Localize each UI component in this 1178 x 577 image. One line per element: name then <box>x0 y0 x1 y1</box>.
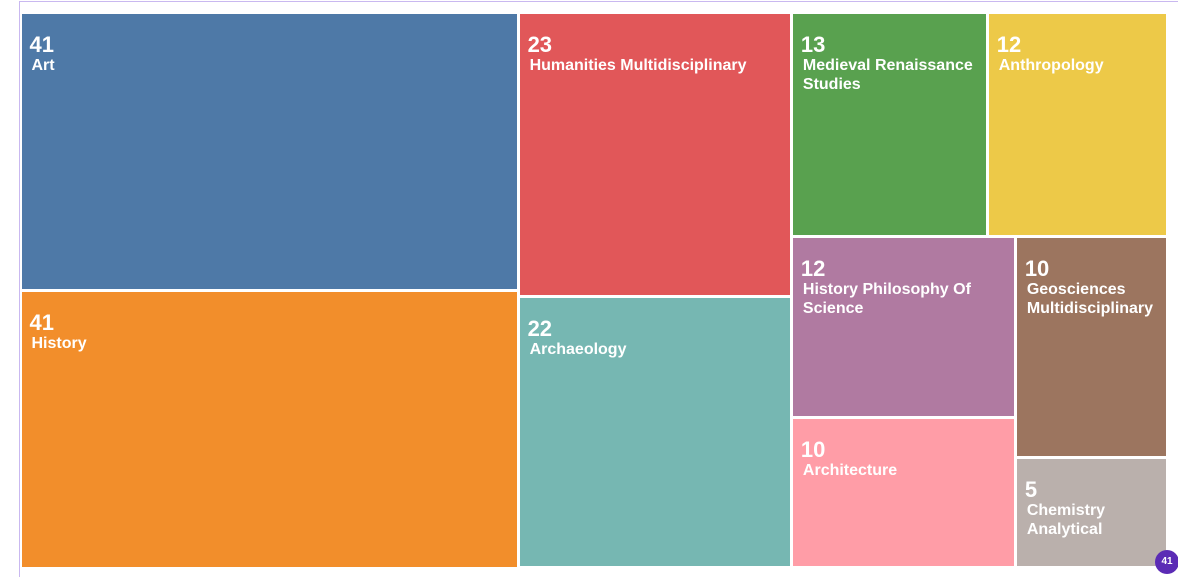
category-label: History Philosophy Of Science <box>802 280 971 317</box>
treemap-cell: 5 Chemistry Analytical <box>1016 458 1167 567</box>
category-label: Medieval Renaissance Studies <box>802 56 973 93</box>
value-label: 23 <box>527 31 553 57</box>
frame <box>19 1 1178 577</box>
category-label: Chemistry Analytical <box>1026 501 1106 538</box>
value-label: 10 <box>800 436 826 462</box>
value-label: 41 <box>29 31 54 57</box>
treemap-cell: 41 Art <box>21 13 517 289</box>
treemap-cell: 10 Geosciences Multidisciplinary <box>1016 237 1167 456</box>
badge[interactable]: 41 <box>1155 550 1178 574</box>
treemap-cell: 12 History Philosophy Of Science <box>792 237 1014 416</box>
treemap: 41 Art 41 History 23 Humanities Multidiscipli… <box>20 12 1168 568</box>
treemap-cell: 23 Humanities Multidisciplinary <box>519 13 790 295</box>
treemap-cell: 22 Archaeology <box>519 297 790 567</box>
value-label: 5 <box>1024 476 1038 502</box>
value-label: 41 <box>29 309 54 335</box>
category-label: Archaeology <box>529 340 627 358</box>
category-label: Art <box>31 56 55 74</box>
treemap-cell: 41 History <box>21 291 517 567</box>
category-label: Humanities Multidisciplinary <box>529 56 747 74</box>
value-label: 12 <box>996 31 1022 57</box>
value-label: 13 <box>800 31 826 57</box>
treemap-cell: 13 Medieval Renaissance Studies <box>792 13 986 235</box>
category-label: Architecture <box>802 461 898 479</box>
category-label: Anthropology <box>998 56 1104 74</box>
category-label: History <box>31 334 87 352</box>
category-label: Geosciences Multidisciplinary <box>1026 280 1154 317</box>
value-label: 22 <box>527 315 553 341</box>
treemap-cell: 10 Architecture <box>792 418 1014 567</box>
value-label: 12 <box>800 255 826 281</box>
treemap-cell: 12 Anthropology <box>988 13 1167 235</box>
value-label: 10 <box>1024 255 1050 281</box>
